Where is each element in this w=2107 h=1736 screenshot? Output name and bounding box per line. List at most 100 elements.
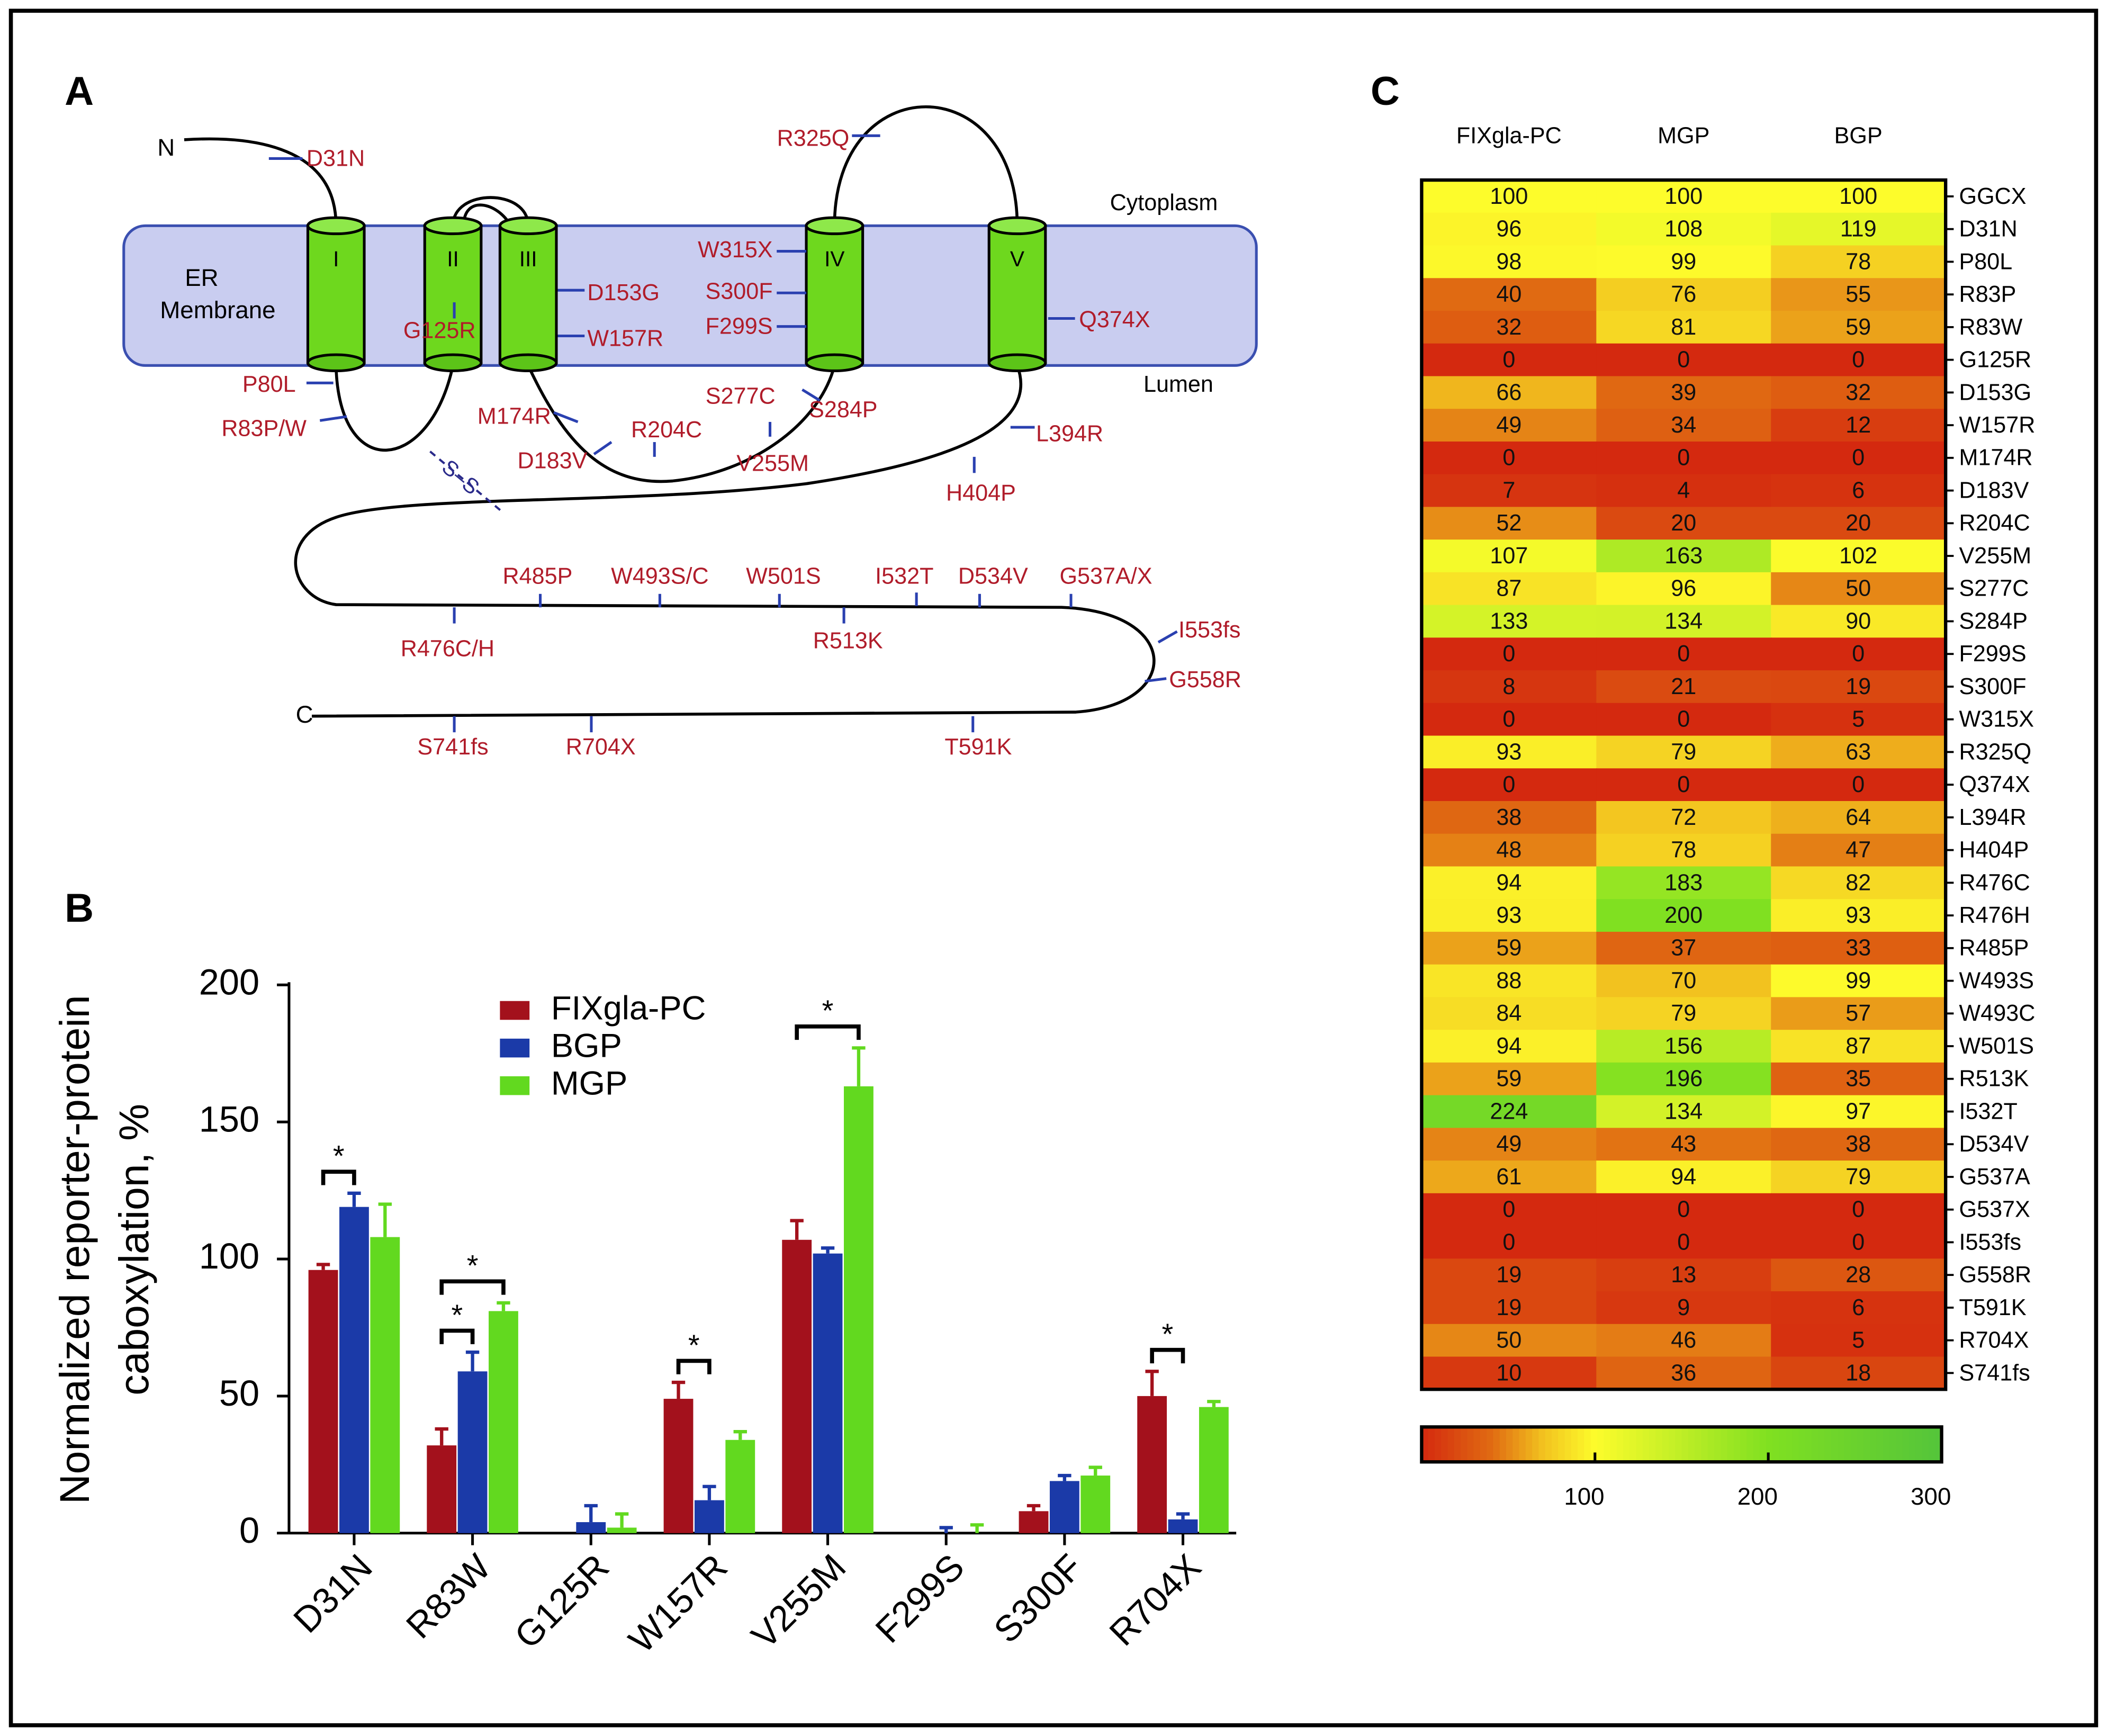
heatmap-cell — [1421, 670, 1597, 704]
heatmap-cell — [1421, 1193, 1597, 1227]
colorbar-swatch — [1785, 1427, 1793, 1462]
row-label: D31N — [1959, 217, 2018, 242]
helix — [306, 224, 366, 364]
cell-value: 119 — [1840, 217, 1877, 242]
colorbar-swatch — [1421, 1427, 1429, 1462]
topology-diagram: A I II III IV V — [65, 69, 1258, 718]
mutation-tick — [593, 440, 613, 455]
helix-end — [423, 353, 483, 373]
colorbar-swatch — [1753, 1427, 1761, 1462]
heatmap-cell — [1771, 1356, 1947, 1390]
colorbar-swatch — [1746, 1427, 1754, 1462]
cell-value: 79 — [1671, 739, 1696, 764]
cell-value: 50 — [1845, 576, 1871, 601]
heatmap-cell — [1596, 278, 1772, 312]
heatmap-cell — [1596, 409, 1772, 443]
cell-value: 28 — [1845, 1262, 1871, 1288]
significance-label: * — [467, 1249, 479, 1282]
loop — [451, 196, 530, 227]
row-label: Q374X — [1959, 772, 2030, 797]
cell-value: 94 — [1496, 870, 1521, 895]
colorbar-swatch — [1519, 1427, 1527, 1462]
cell-value: 87 — [1496, 576, 1521, 601]
colorbar-swatch — [1655, 1427, 1663, 1462]
cell-value: 0 — [1677, 772, 1690, 797]
heatmap-cell — [1771, 899, 1947, 933]
mutation-label: G537A/X — [1059, 564, 1152, 589]
heatmap-cell — [1421, 833, 1597, 867]
cell-value: 0 — [1502, 1197, 1515, 1222]
heatmap-cell — [1421, 605, 1597, 638]
heatmap-cell — [1421, 1062, 1597, 1096]
heatmap-cell — [1596, 572, 1772, 606]
mutation-label: T591K — [944, 734, 1012, 760]
row-label: M174R — [1959, 445, 2033, 471]
bar — [844, 1086, 874, 1533]
legend-label: MGP — [551, 1065, 628, 1102]
bar — [725, 1440, 755, 1533]
colorbar-border — [1420, 1425, 1943, 1464]
cell-value: 93 — [1496, 739, 1521, 764]
loop — [527, 365, 836, 483]
row-label: G558R — [1959, 1262, 2032, 1288]
heatmap-cell — [1596, 507, 1772, 541]
colorbar-swatch — [1818, 1427, 1826, 1462]
heatmap-cell — [1771, 997, 1947, 1031]
loop — [334, 365, 455, 452]
heatmap-cell — [1596, 1030, 1772, 1064]
colorbar-swatch — [1714, 1427, 1722, 1462]
y-tick-label: 200 — [199, 961, 259, 1002]
x-tick-label: D31N — [285, 1546, 380, 1641]
cell-value: 70 — [1671, 968, 1696, 993]
colorbar-swatch — [1428, 1427, 1436, 1462]
heatmap-cell — [1596, 343, 1772, 377]
cell-value: 98 — [1496, 249, 1521, 274]
cell-value: 107 — [1490, 543, 1528, 569]
bar — [607, 1527, 637, 1533]
significance-label: * — [822, 994, 834, 1027]
bar — [489, 1311, 518, 1533]
row-label: I553fs — [1959, 1229, 2021, 1255]
cell-value: 156 — [1664, 1033, 1703, 1059]
heatmap-cell — [1596, 539, 1772, 573]
helix-end — [306, 353, 366, 373]
heatmap-cell — [1596, 964, 1772, 998]
colorbar-swatch — [1896, 1427, 1904, 1462]
x-tick-label: F299S — [868, 1546, 972, 1651]
row-label: H404P — [1959, 838, 2029, 863]
colorbar-swatch — [1733, 1427, 1741, 1462]
heatmap-cell — [1771, 1226, 1947, 1260]
row-label: W493C — [1959, 1001, 2036, 1026]
heatmap-cell — [1596, 441, 1772, 475]
cell-value: 79 — [1671, 1001, 1696, 1026]
colorbar-swatch — [1876, 1427, 1884, 1462]
row-label: S284P — [1959, 608, 2028, 634]
heatmap-cell — [1421, 1030, 1597, 1064]
colorbar-swatch — [1889, 1427, 1897, 1462]
heatmap-cell — [1596, 670, 1772, 704]
panel-label: B — [65, 886, 94, 931]
significance-bracket — [795, 1024, 861, 1040]
row-label: R476C — [1959, 870, 2030, 895]
heatmap-cell — [1421, 539, 1597, 573]
panel-label: A — [65, 69, 94, 114]
cell-value: 43 — [1671, 1131, 1696, 1157]
mutation-label: W501S — [746, 564, 821, 589]
heatmap-cell — [1596, 1095, 1772, 1129]
panel-label: C — [1371, 69, 1400, 114]
heatmap-cell — [1596, 474, 1772, 508]
cell-value: 59 — [1845, 314, 1871, 340]
mutation-label: R485P — [502, 564, 572, 589]
significance-bracket — [1150, 1347, 1185, 1364]
cell-value: 163 — [1664, 543, 1703, 569]
colorbar-swatch — [1831, 1427, 1839, 1462]
heatmap-cell — [1421, 474, 1597, 508]
mutation-label: P80L — [242, 372, 296, 397]
heatmap-cell — [1771, 311, 1947, 345]
colorbar-swatch — [1525, 1427, 1533, 1462]
helix-label: II — [447, 247, 459, 271]
mutation-label: G125R — [403, 318, 476, 343]
colorbar-swatch — [1759, 1427, 1767, 1462]
helix-end — [805, 353, 865, 373]
heatmap-cell — [1771, 670, 1947, 704]
